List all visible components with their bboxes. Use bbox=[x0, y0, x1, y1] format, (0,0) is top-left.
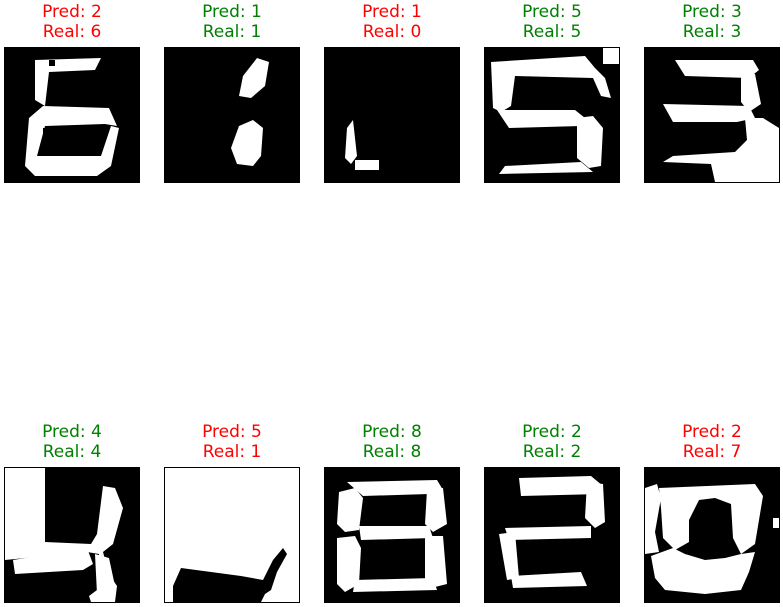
pred-label: Pred: 4 bbox=[42, 422, 102, 442]
panel-7: Pred: 5 Real: 1 bbox=[164, 422, 300, 603]
digit-image-graphic bbox=[337, 480, 447, 592]
panel-6-title: Pred: 4 Real: 4 bbox=[4, 422, 140, 462]
digit-image-graphic bbox=[25, 58, 119, 176]
real-label: Real: 4 bbox=[42, 442, 102, 462]
panel-10-title: Pred: 2 Real: 7 bbox=[644, 422, 780, 462]
real-label: Real: 7 bbox=[682, 442, 742, 462]
panel-1-title: Pred: 2 Real: 6 bbox=[4, 2, 140, 42]
pred-label: Pred: 1 bbox=[202, 2, 262, 22]
digit-image-graphic bbox=[491, 48, 619, 174]
digit-image-graphic bbox=[5, 468, 139, 602]
digit-image bbox=[324, 47, 460, 183]
real-label: Real: 6 bbox=[42, 22, 102, 42]
panel-2: Pred: 1 Real: 1 bbox=[164, 2, 300, 183]
digit-image-graphic bbox=[345, 120, 379, 170]
digit-image bbox=[4, 47, 140, 183]
digit-image bbox=[484, 467, 620, 603]
panel-7-title: Pred: 5 Real: 1 bbox=[164, 422, 300, 462]
panel-3-title: Pred: 1 Real: 0 bbox=[324, 2, 460, 42]
digit-image-graphic bbox=[499, 476, 605, 588]
real-label: Real: 1 bbox=[202, 442, 262, 462]
panel-3: Pred: 1 Real: 0 bbox=[324, 2, 460, 183]
real-label: Real: 2 bbox=[522, 442, 582, 462]
panel-8: Pred: 8 Real: 8 bbox=[324, 422, 460, 603]
pred-label: Pred: 1 bbox=[362, 2, 422, 22]
digit-image-graphic bbox=[645, 484, 779, 594]
real-label: Real: 8 bbox=[362, 442, 422, 462]
pred-label: Pred: 3 bbox=[682, 2, 742, 22]
real-label: Real: 1 bbox=[202, 22, 262, 42]
pred-label: Pred: 8 bbox=[362, 422, 422, 442]
digit-image bbox=[324, 467, 460, 603]
real-label: Real: 5 bbox=[522, 22, 582, 42]
panel-8-title: Pred: 8 Real: 8 bbox=[324, 422, 460, 462]
digit-image-graphic bbox=[173, 548, 287, 602]
panel-4: Pred: 5 Real: 5 bbox=[484, 2, 620, 183]
panel-10: Pred: 2 Real: 7 bbox=[644, 422, 780, 603]
pred-label: Pred: 2 bbox=[522, 422, 582, 442]
panel-6: Pred: 4 Real: 4 bbox=[4, 422, 140, 603]
pred-label: Pred: 5 bbox=[202, 422, 262, 442]
digit-image bbox=[4, 467, 140, 603]
pred-label: Pred: 2 bbox=[42, 2, 102, 22]
panel-9: Pred: 2 Real: 2 bbox=[484, 422, 620, 603]
panel-5-title: Pred: 3 Real: 3 bbox=[644, 2, 780, 42]
digit-image bbox=[164, 47, 300, 183]
digit-image-graphic bbox=[231, 58, 269, 166]
digit-image bbox=[164, 467, 300, 603]
real-label: Real: 3 bbox=[682, 22, 742, 42]
digit-image-graphic bbox=[663, 60, 779, 182]
digit-image bbox=[644, 47, 780, 183]
panel-4-title: Pred: 5 Real: 5 bbox=[484, 2, 620, 42]
pred-label: Pred: 2 bbox=[682, 422, 742, 442]
digit-image bbox=[484, 47, 620, 183]
digit-image bbox=[644, 467, 780, 603]
pred-label: Pred: 5 bbox=[522, 2, 582, 22]
panel-9-title: Pred: 2 Real: 2 bbox=[484, 422, 620, 462]
real-label: Real: 0 bbox=[362, 22, 422, 42]
panel-5: Pred: 3 Real: 3 bbox=[644, 2, 780, 183]
panel-2-title: Pred: 1 Real: 1 bbox=[164, 2, 300, 42]
panel-1: Pred: 2 Real: 6 bbox=[4, 2, 140, 183]
